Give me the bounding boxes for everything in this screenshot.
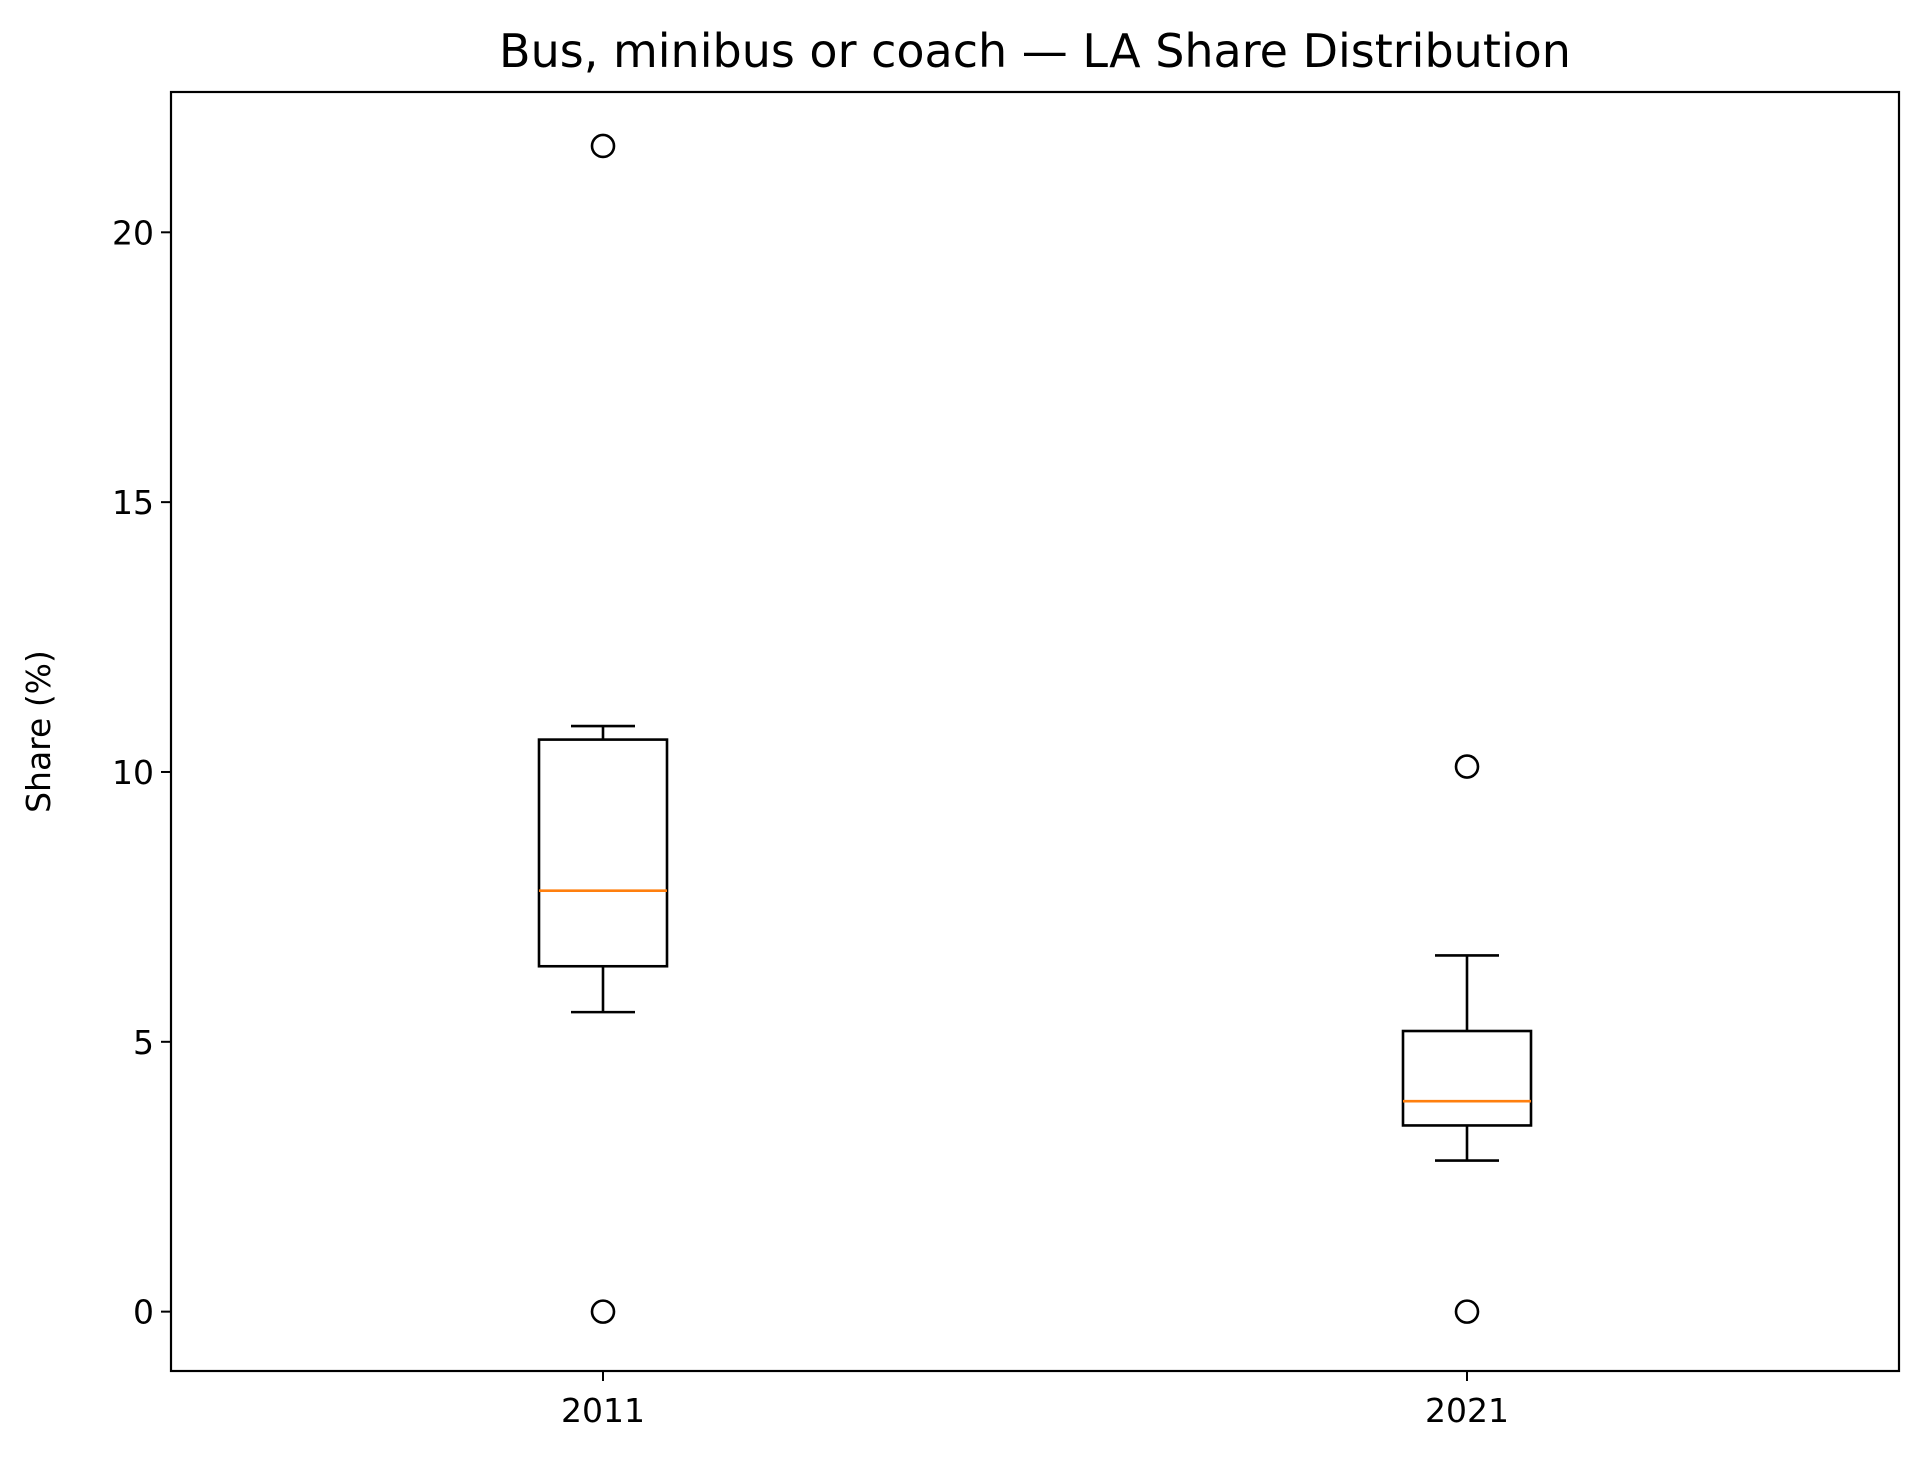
iqr-box <box>1401 1029 1533 1127</box>
box-2011 <box>537 133 669 1324</box>
chart-title: Bus, minibus or coach — LA Share Distrib… <box>499 24 1571 78</box>
y-axis: 0 5 10 15 20 <box>112 213 171 1332</box>
plot-area <box>537 133 1533 1324</box>
x-axis: 2011 2021 <box>561 1371 1509 1430</box>
y-tick-label: 5 <box>133 1023 154 1062</box>
iqr-box <box>537 738 669 968</box>
y-tick-label: 10 <box>112 753 154 792</box>
outlier-point <box>590 1299 616 1324</box>
y-axis-label: Share (%) <box>19 650 58 813</box>
outlier-point <box>590 133 616 159</box>
outlier-point <box>1454 754 1480 779</box>
y-tick-label: 0 <box>133 1293 154 1332</box>
outlier-point <box>1454 1299 1480 1324</box>
x-tick-label: 2011 <box>561 1391 645 1430</box>
axes-frame <box>169 90 1901 1373</box>
y-tick-label: 20 <box>112 213 154 252</box>
box-2021 <box>1401 754 1533 1324</box>
x-tick-label: 2021 <box>1425 1391 1509 1430</box>
y-tick-label: 15 <box>112 483 154 522</box>
